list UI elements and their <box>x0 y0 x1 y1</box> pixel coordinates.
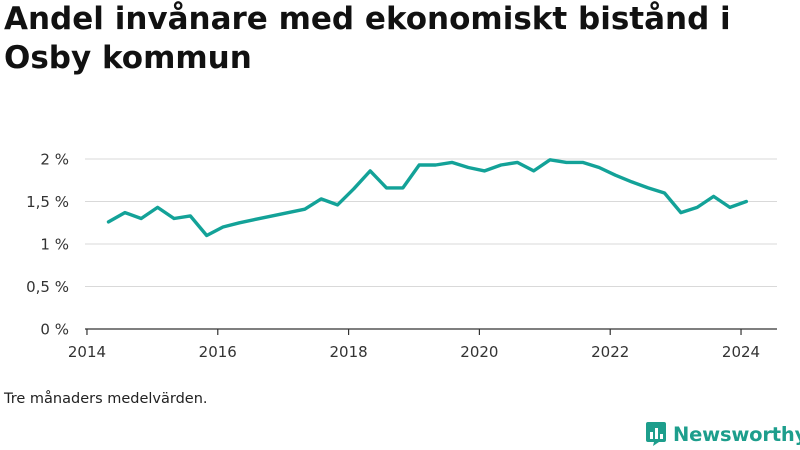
data-point <box>385 186 389 190</box>
data-point <box>695 205 699 209</box>
data-point <box>368 169 372 173</box>
x-tick-label: 2022 <box>591 343 629 361</box>
data-point <box>646 186 650 190</box>
bar-chart-speech-bubble-icon <box>646 422 666 446</box>
x-tick-label: 2018 <box>329 343 367 361</box>
newsworthy-logo[interactable]: Newsworthy <box>645 420 800 448</box>
data-point <box>532 169 536 173</box>
data-point <box>663 191 667 195</box>
data-point <box>237 221 241 225</box>
data-point <box>712 194 716 198</box>
data-point <box>434 163 438 167</box>
y-tick-label: 2 % <box>40 151 69 169</box>
x-tick-label: 2024 <box>722 343 760 361</box>
data-point <box>483 169 487 173</box>
data-point <box>466 166 470 170</box>
data-point <box>597 166 601 170</box>
data-point <box>417 163 421 167</box>
data-point <box>630 180 634 184</box>
gridlines <box>85 158 777 287</box>
chart-title: Andel invånare med ekonomiskt bistånd i … <box>4 1 731 76</box>
data-point <box>205 234 209 238</box>
y-tick-label: 1,5 % <box>26 193 69 211</box>
x-tick-label: 2020 <box>460 343 498 361</box>
brand-name: Newsworthy <box>673 422 800 446</box>
data-point <box>744 200 748 204</box>
data-point <box>188 214 192 218</box>
data-point <box>548 158 552 162</box>
x-tick-label: 2016 <box>199 343 237 361</box>
data-point <box>335 203 339 207</box>
data-point <box>221 225 225 229</box>
data-point <box>352 187 356 191</box>
data-point <box>286 211 290 215</box>
data-point <box>107 220 111 224</box>
y-tick-label: 0,5 % <box>26 278 69 296</box>
y-tick-label: 1 % <box>40 236 69 254</box>
line-chart: 2014 2016 2018 2020 2022 2024 0 % 0,5 % 1 % 1,5 … <box>26 151 777 361</box>
data-point <box>270 214 274 218</box>
data-point <box>581 160 585 164</box>
footnote: Tre månaders medelvärden. <box>4 391 208 407</box>
data-point <box>303 207 307 211</box>
data-point <box>515 160 519 164</box>
data-point <box>123 211 127 215</box>
data-point <box>156 205 160 209</box>
data-point <box>679 211 683 215</box>
data-point <box>254 217 258 221</box>
y-tick-label: 0 % <box>40 321 69 339</box>
x-tick-label: 2014 <box>68 343 106 361</box>
data-point <box>319 197 323 201</box>
y-axis: 0 % 0,5 % 1 % 1,5 % 2 % <box>26 151 69 339</box>
x-axis: 2014 2016 2018 2020 2022 2024 <box>68 328 777 361</box>
data-point <box>564 160 568 164</box>
series-layer <box>106 158 748 238</box>
data-point <box>450 160 454 164</box>
data-point <box>728 205 732 209</box>
data-point <box>401 186 405 190</box>
series-line <box>106 158 748 238</box>
data-point <box>613 173 617 177</box>
data-point <box>172 217 176 221</box>
data-point <box>499 163 503 167</box>
data-point <box>139 217 143 221</box>
